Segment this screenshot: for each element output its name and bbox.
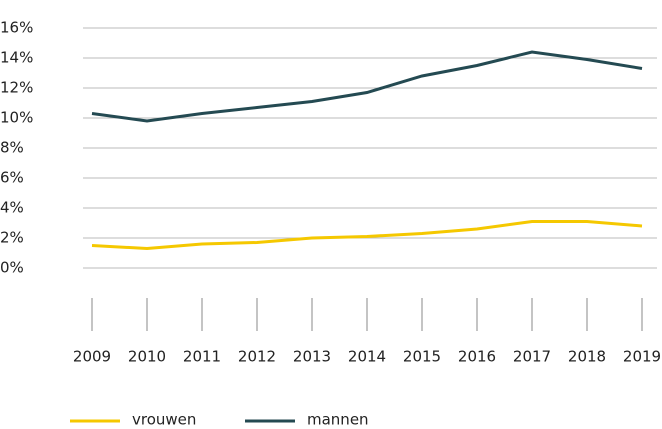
x-tick-label: 2010	[128, 348, 166, 366]
x-tick-label: 2017	[513, 348, 551, 366]
legend-label: mannen	[307, 411, 369, 429]
x-tick-label: 2009	[73, 348, 111, 366]
legend-label: vrouwen	[132, 411, 196, 429]
y-tick-label: 0%	[0, 259, 24, 277]
y-tick-label: 4%	[0, 199, 24, 217]
y-tick-label: 14%	[0, 49, 33, 67]
line	[91, 220, 643, 251]
x-tick-label: 2019	[623, 348, 661, 366]
x-tick-label: 2012	[238, 348, 276, 366]
x-tick-label: 2018	[568, 348, 606, 366]
x-tick-label: 2013	[293, 348, 331, 366]
x-tick-label: 2015	[403, 348, 441, 366]
y-tick-label: 2%	[0, 229, 24, 247]
y-tick-label: 6%	[0, 169, 24, 187]
y-tick-label: 10%	[0, 109, 33, 127]
x-tick-label: 2016	[458, 348, 496, 366]
y-tick-label: 16%	[0, 19, 33, 37]
x-tick-label: 2011	[183, 348, 221, 366]
line	[91, 50, 643, 123]
y-tick-label: 8%	[0, 139, 24, 157]
x-tick-label: 2014	[348, 348, 386, 366]
y-tick-label: 12%	[0, 79, 33, 97]
